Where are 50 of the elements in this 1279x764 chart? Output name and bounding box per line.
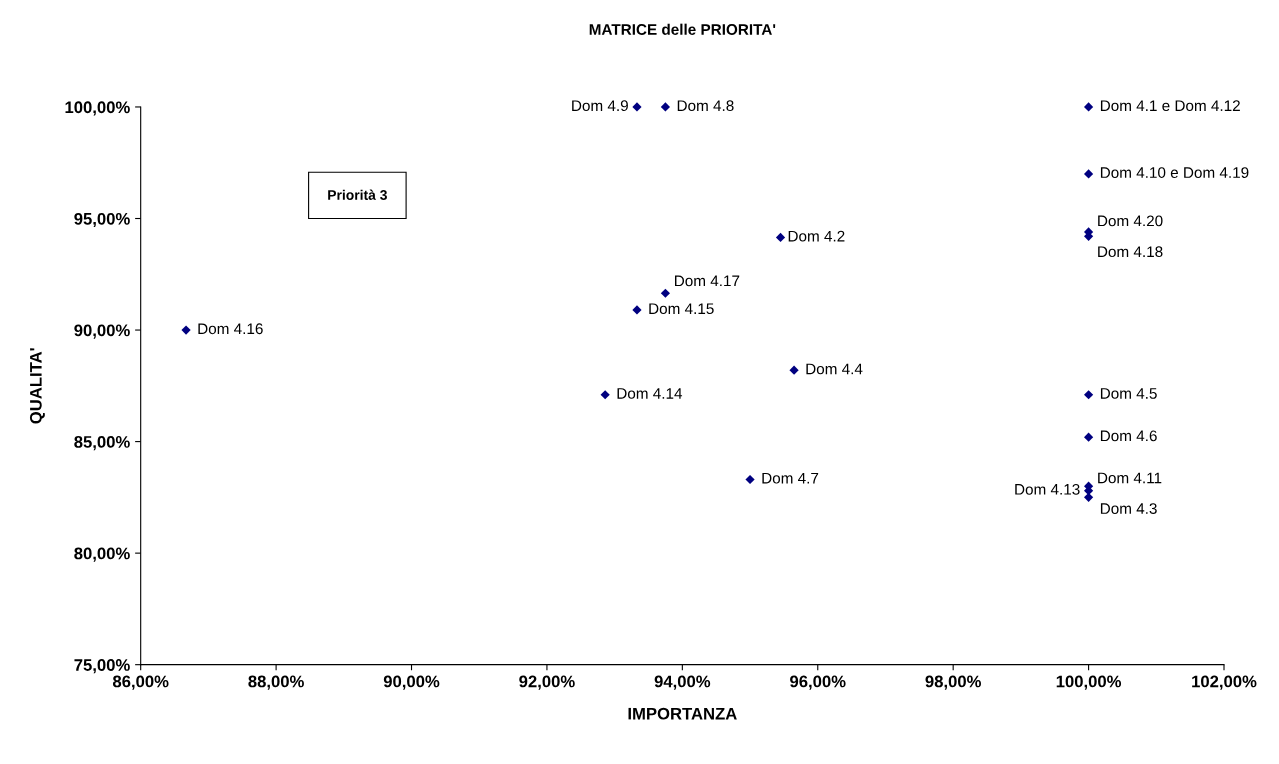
x-tick-label: 86,00%	[112, 675, 169, 690]
x-tick-label: 94,00%	[654, 675, 711, 690]
y-tick-label: 100,00%	[65, 101, 130, 116]
x-tick-label: 88,00%	[248, 675, 304, 690]
annotation: Priorità 3	[328, 189, 387, 200]
point	[1083, 102, 1094, 112]
point	[1083, 390, 1094, 400]
point	[632, 305, 642, 315]
annotation: Dom 4.7	[762, 472, 819, 484]
x-tick-label: 100,00%	[1056, 675, 1122, 690]
y-tick-label: 80,00%	[74, 547, 130, 562]
point	[745, 474, 755, 485]
x-tick-label: 90,00%	[383, 675, 440, 690]
annotation: Dom 4.8	[677, 100, 734, 112]
point	[632, 102, 642, 112]
x-tick-label: 98,00%	[925, 675, 981, 690]
x-tick-label: 92,00%	[519, 675, 575, 690]
annotation: Dom 4.13	[1015, 483, 1080, 495]
point	[1083, 432, 1094, 442]
annotation: Dom 4.15	[649, 303, 714, 315]
y-tick-label: 85,00%	[74, 435, 130, 451]
annotation: Dom 4.5	[1100, 388, 1157, 399]
annotation: Dom 4.9	[572, 100, 628, 112]
point	[660, 288, 671, 298]
annotation: Dom 4.14	[617, 388, 683, 399]
point	[660, 102, 671, 112]
point	[181, 325, 191, 335]
annotation: Dom 4.18	[1098, 246, 1163, 258]
annotation: Dom 4.1 e Dom 4.12	[1100, 100, 1240, 112]
annotation: Dom 4.11	[1098, 472, 1162, 484]
y-tick-label: 75,00%	[74, 659, 130, 674]
annotation: Dom 4.17	[675, 275, 740, 287]
annotation: Dom 4.6	[1100, 430, 1157, 442]
y-axis-title: QUALITA'	[29, 348, 45, 424]
point	[1083, 169, 1094, 179]
y-tick-label: 90,00%	[74, 324, 130, 339]
y-tick-label: 95,00%	[74, 212, 130, 228]
chart-title: MATRICE delle PRIORITA'	[589, 23, 776, 35]
annotation: Dom 4.2	[788, 230, 845, 242]
annotation: Dom 4.3	[1100, 503, 1157, 514]
x-tick-label: 96,00%	[790, 675, 846, 690]
point	[600, 390, 610, 400]
x-tick-label: 102,00%	[1192, 675, 1257, 690]
annotation: Dom 4.20	[1098, 215, 1163, 227]
point	[775, 232, 786, 243]
point	[789, 365, 799, 375]
annotation: Dom 4.4	[806, 363, 863, 375]
annotation: Dom 4.10 e Dom 4.19	[1100, 167, 1249, 178]
annotation: Dom 4.16	[198, 323, 263, 335]
x-axis-title: IMPORTANZA	[628, 707, 737, 720]
